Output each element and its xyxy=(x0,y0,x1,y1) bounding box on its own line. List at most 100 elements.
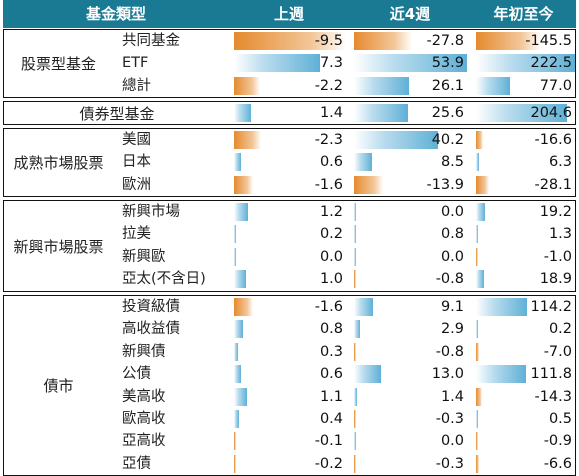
value-cell: 19.2 xyxy=(476,201,575,223)
group-label: 新興市場股票 xyxy=(13,237,104,256)
value-cell: 53.9 xyxy=(354,52,467,74)
negative-flow-bar xyxy=(234,32,346,50)
group-box: 成熟市場股票 美國 -2.3 40.2 -16.6 日本 0.6 8.5 6.3 歐洲 -1.6 -1… xyxy=(3,128,576,197)
flow-value: 0.0 xyxy=(440,249,464,265)
row-label: 亞債 xyxy=(122,456,151,472)
positive-flow-bar xyxy=(234,248,236,266)
value-cell: 7.3 xyxy=(234,52,346,74)
value-cell: 0.2 xyxy=(476,318,575,340)
flow-value: -27.8 xyxy=(426,33,464,49)
negative-flow-bar xyxy=(354,410,356,428)
value-cell: 1.0 xyxy=(234,268,346,290)
flow-value: 0.2 xyxy=(548,321,572,337)
row-label: 總計 xyxy=(122,78,151,94)
value-cell: 0.0 xyxy=(354,430,467,452)
value-cell: -0.3 xyxy=(354,453,467,475)
value-cell: -13.9 xyxy=(354,174,467,196)
flow-value: -2.3 xyxy=(314,132,343,148)
positive-flow-bar xyxy=(354,54,467,72)
value-cell: 0.0 xyxy=(234,246,346,268)
flow-value: -0.3 xyxy=(435,456,464,472)
value-cell: -0.8 xyxy=(354,268,467,290)
positive-flow-bar xyxy=(354,104,408,122)
positive-flow-bar xyxy=(234,270,246,288)
row-label: 亞高收 xyxy=(122,433,166,449)
flow-value: 0.8 xyxy=(440,226,464,242)
fund-flow-table: 基金類型 上週 近4週 年初至今 股票型基金 共同基金 -9.5 -27.8 -145.… xyxy=(3,0,576,476)
value-cell: 0.8 xyxy=(354,223,467,245)
value-cell: -2.2 xyxy=(234,75,346,97)
flow-value: 8.5 xyxy=(440,154,464,170)
flow-value: -6.6 xyxy=(543,456,572,472)
value-cell: 13.0 xyxy=(354,363,467,385)
flow-value: -0.8 xyxy=(435,344,464,360)
flow-value: -9.5 xyxy=(314,33,343,49)
flow-value: -1.0 xyxy=(543,249,572,265)
positive-flow-bar xyxy=(354,248,356,266)
value-cell: 0.6 xyxy=(234,363,346,385)
positive-flow-bar xyxy=(234,410,239,428)
negative-flow-bar xyxy=(354,176,383,194)
negative-flow-bar xyxy=(234,298,253,316)
group-label: 股票型基金 xyxy=(20,55,96,73)
value-cell: 114.2 xyxy=(476,296,575,318)
group-label: 債市 xyxy=(43,377,74,395)
value-cell: 111.8 xyxy=(476,363,575,385)
value-cell: 0.8 xyxy=(234,318,346,340)
value-cell: 26.1 xyxy=(354,75,467,97)
positive-flow-bar xyxy=(354,77,409,95)
value-cell: 9.1 xyxy=(354,296,467,318)
flow-value: 7.3 xyxy=(319,55,343,71)
value-cell: -1.6 xyxy=(234,174,346,196)
negative-flow-bar xyxy=(354,270,356,288)
flow-value: 0.2 xyxy=(319,226,343,242)
flow-value: -7.0 xyxy=(543,344,572,360)
positive-flow-bar xyxy=(234,54,320,72)
value-cell: 8.5 xyxy=(354,151,467,173)
positive-flow-bar xyxy=(476,365,526,383)
flow-value: 0.5 xyxy=(548,411,572,427)
group-box: 債券型基金 1.4 25.6 204.6 xyxy=(3,101,576,125)
value-cell: 204.6 xyxy=(476,102,575,124)
positive-flow-bar xyxy=(476,54,575,72)
positive-flow-bar xyxy=(354,131,438,149)
value-cell: 0.0 xyxy=(354,246,467,268)
header-last-week: 上週 xyxy=(229,0,349,28)
value-cell: -7.0 xyxy=(476,341,575,363)
value-cell: 0.5 xyxy=(476,408,575,430)
negative-flow-bar xyxy=(476,32,541,50)
flow-value: -13.9 xyxy=(426,177,464,193)
positive-flow-bar xyxy=(476,320,478,338)
flow-value: -0.9 xyxy=(543,433,572,449)
row-label: 日本 xyxy=(122,154,151,170)
flow-value: 0.0 xyxy=(440,204,464,220)
value-cell: -28.1 xyxy=(476,174,575,196)
header-ytd: 年初至今 xyxy=(471,0,576,28)
value-cell: -145.5 xyxy=(476,30,575,52)
row-label: 新興債 xyxy=(122,344,166,360)
flow-value: 204.6 xyxy=(530,105,572,121)
group-label: 成熟市場股票 xyxy=(13,154,104,172)
flow-value: 6.3 xyxy=(548,154,572,170)
group-box: 股票型基金 共同基金 -9.5 -27.8 -145.5 ETF 7.3 53.9 222.5 總… xyxy=(3,29,576,98)
flow-value: -1.6 xyxy=(314,177,343,193)
positive-flow-bar xyxy=(354,153,372,171)
value-cell: -6.6 xyxy=(476,453,575,475)
flow-value: 19.2 xyxy=(539,204,572,220)
value-cell: -27.8 xyxy=(354,30,467,52)
positive-flow-bar xyxy=(476,410,478,428)
group-label: 債券型基金 xyxy=(79,104,155,123)
value-cell: 25.6 xyxy=(354,102,467,124)
value-cell: 0.3 xyxy=(234,341,346,363)
row-label: 拉美 xyxy=(122,226,151,242)
flow-value: 1.4 xyxy=(440,389,464,405)
value-cell: 0.2 xyxy=(234,223,346,245)
value-cell: 0.6 xyxy=(234,151,346,173)
positive-flow-bar xyxy=(354,320,360,338)
row-label: ETF xyxy=(122,55,149,71)
row-label: 美高收 xyxy=(122,389,166,405)
flow-value: 25.6 xyxy=(431,105,464,121)
positive-flow-bar xyxy=(354,432,356,450)
flow-value: 0.6 xyxy=(319,366,343,382)
row-label: 投資級債 xyxy=(122,299,180,315)
